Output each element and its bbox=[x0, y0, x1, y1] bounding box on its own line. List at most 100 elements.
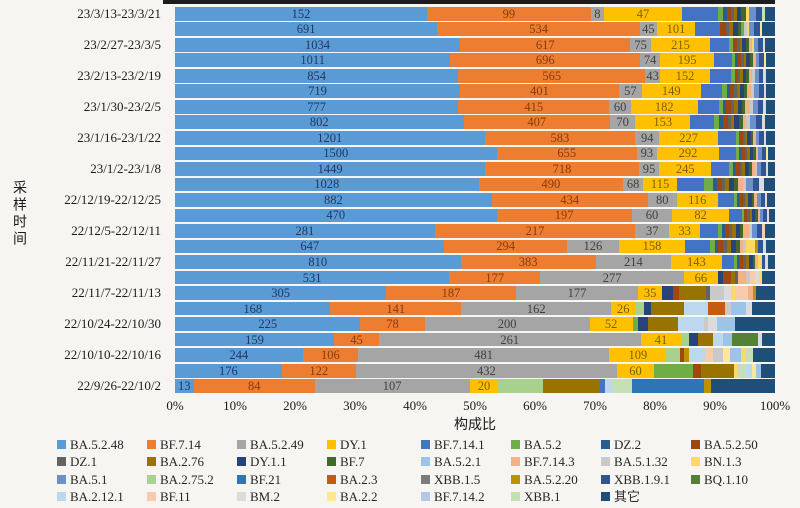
bar-segment-BM.2 bbox=[764, 193, 768, 207]
legend-label: BA.5.2.50 bbox=[704, 436, 758, 452]
y-axis-label: 22/11/21-22/11/27 bbox=[65, 254, 161, 270]
bar-value-label: 531 bbox=[302, 270, 322, 285]
bar-value-label: 565 bbox=[542, 68, 562, 83]
bar-segment-BM.2 bbox=[746, 301, 753, 316]
bar-segment-BA.5.2.48: 168 bbox=[175, 301, 331, 316]
bar-segment-BA.5.2.49: 277 bbox=[540, 270, 684, 285]
legend-item-BA.5.2.1: BA.5.2.1 bbox=[421, 455, 481, 469]
bar-segment-BA.5.1.32 bbox=[752, 68, 756, 83]
bar-segment-BA.5.2.48: 1034 bbox=[175, 37, 460, 52]
bar-segment-BF.7.14: 565 bbox=[458, 68, 646, 83]
bar-segment-BM.2 bbox=[758, 332, 762, 347]
bar-segment-BA.2.76 bbox=[730, 115, 735, 130]
bar-segment-DY.1: 101 bbox=[656, 22, 696, 37]
bar-segment-BF.7.14: 490 bbox=[478, 177, 624, 192]
legend-item-XBB.1.5: XBB.1.5 bbox=[421, 472, 480, 486]
bar-segment-BF.7 bbox=[750, 53, 754, 68]
bar-segment-BA.5.2.20 bbox=[752, 286, 757, 300]
bar-value-label: 78 bbox=[386, 316, 399, 331]
bar-segment-DZ.1 bbox=[705, 286, 710, 300]
bar-segment-BA.2.76 bbox=[725, 177, 730, 192]
legend-item-XBB.1: XBB.1 bbox=[511, 490, 560, 504]
bar-segment-BF.7.14.1 bbox=[728, 208, 742, 223]
bar-segment-BF.7 bbox=[746, 68, 750, 83]
legend-item-BA.5.2.50: BA.5.2.50 bbox=[691, 437, 758, 451]
legend-item-DZ.1: DZ.1 bbox=[57, 455, 97, 469]
bar-segment-BA.5.2.49: 481 bbox=[357, 348, 610, 362]
bar-segment-BA.5.2 bbox=[717, 224, 722, 238]
y-axis-label: 23/1/30-23/2/5 bbox=[83, 98, 161, 114]
bar-segment-BF.11 bbox=[750, 270, 755, 285]
bar-segment-BF.7.14.3 bbox=[755, 146, 759, 161]
bar-segment-BA.5.2.49: 37 bbox=[635, 224, 670, 238]
bar-value-label: 383 bbox=[518, 254, 538, 269]
bar-value-label: 159 bbox=[245, 332, 264, 347]
y-axis-label bbox=[0, 332, 168, 348]
bar-value-label: 33 bbox=[678, 223, 691, 238]
legend-swatch bbox=[237, 439, 246, 449]
bar-segment-BA.5.2.50 bbox=[735, 162, 740, 176]
bar-segment-BA.2.2 bbox=[759, 22, 762, 37]
bar-segment-其它 bbox=[767, 193, 775, 207]
legend-label: BA.5.2.20 bbox=[524, 471, 578, 487]
bar-segment-BF.7.14: 534 bbox=[437, 22, 640, 37]
bar-segment-BA.5.2 bbox=[735, 130, 739, 145]
bar-segment-BA.5.2.49: 126 bbox=[566, 239, 619, 254]
bar-segment-其它 bbox=[768, 162, 775, 176]
bar-segment-BA.2.76 bbox=[740, 68, 743, 83]
bar-segment-DY.1: 47 bbox=[603, 6, 682, 21]
bar-value-label: 294 bbox=[496, 239, 515, 254]
bar-segment-其它 bbox=[768, 208, 775, 223]
bar-segment-BA.2.12.1 bbox=[745, 363, 752, 378]
bar-value-label: 122 bbox=[309, 363, 329, 378]
bar-segment-DY.1: 41 bbox=[640, 332, 682, 347]
bar-segment-BA.5.2.50 bbox=[717, 239, 724, 254]
legend-item-BF.21: BF.21 bbox=[237, 472, 281, 486]
bar-segment-BN.1.3 bbox=[751, 37, 754, 52]
legend-label: DZ.1 bbox=[70, 454, 98, 469]
bar-value-label: 43 bbox=[646, 68, 659, 83]
bar-segment-DY.1.1 bbox=[747, 193, 752, 207]
bar-row: 13 84 107 20 bbox=[175, 378, 775, 394]
bar-segment-XBB.1.9.1 bbox=[755, 115, 762, 130]
legend-label: BA.2.76 bbox=[160, 454, 205, 469]
bar-segment-BA.5.2.48: 281 bbox=[175, 224, 435, 238]
bar-value-label: 719 bbox=[308, 84, 327, 99]
bar-segment-BA.5.2.49: 70 bbox=[609, 115, 636, 130]
bar-segment-BF.7.14.3 bbox=[757, 208, 760, 223]
bar-value-label: 26 bbox=[616, 301, 630, 316]
bar-value-label: 696 bbox=[535, 53, 555, 68]
bar-segment-BA.2.76 bbox=[700, 363, 734, 378]
legend-item-BF.7.14.3: BF.7.14.3 bbox=[511, 455, 575, 469]
bar-segment-DZ.1 bbox=[729, 224, 733, 238]
bar-segment-DY.1: 115 bbox=[642, 177, 678, 192]
bar-value-label: 1011 bbox=[300, 53, 325, 68]
bar-segment-BA.5.2.49: 200 bbox=[424, 317, 590, 331]
bar-segment-BA.5.1.32 bbox=[748, 224, 753, 238]
bar-segment-BF.7.14.1 bbox=[721, 255, 734, 269]
legend-swatch bbox=[327, 492, 336, 501]
bar-value-label: 141 bbox=[386, 301, 406, 316]
bar-segment-BF.7 bbox=[741, 99, 745, 114]
x-axis-title: 构成比 bbox=[454, 418, 496, 433]
bar-segment-DY.1.1 bbox=[637, 317, 649, 331]
bar-segment-BF.21 bbox=[632, 379, 705, 394]
bar-segment-DY.1.1 bbox=[752, 208, 756, 223]
bar-segment-BA.5.2 bbox=[741, 22, 745, 37]
bar-value-label: 777 bbox=[307, 99, 326, 114]
bar-segment-BA.2.76 bbox=[744, 130, 748, 145]
bar-segment-BA.5.2 bbox=[710, 239, 715, 254]
bar-segment-XBB.1.9.1 bbox=[756, 6, 762, 21]
x-axis-tick: 80% bbox=[643, 398, 667, 413]
legend-label: BF.7 bbox=[340, 454, 365, 469]
bar-segment-BA.5.2.49: 60 bbox=[609, 99, 631, 114]
bar-segment-BA.5.2.50 bbox=[744, 208, 748, 223]
bar-segment-BN.1.3 bbox=[758, 255, 762, 269]
legend-label: BA.5.2.48 bbox=[70, 436, 124, 452]
legend-item-BF.7: BF.7 bbox=[327, 455, 365, 469]
legend-label: BA.2.75.2 bbox=[160, 471, 214, 487]
bar-segment-BA.2.76 bbox=[743, 53, 747, 68]
bar-segment-BA.5.2 bbox=[731, 53, 735, 68]
bar-segment-BA.2.2 bbox=[765, 146, 768, 161]
